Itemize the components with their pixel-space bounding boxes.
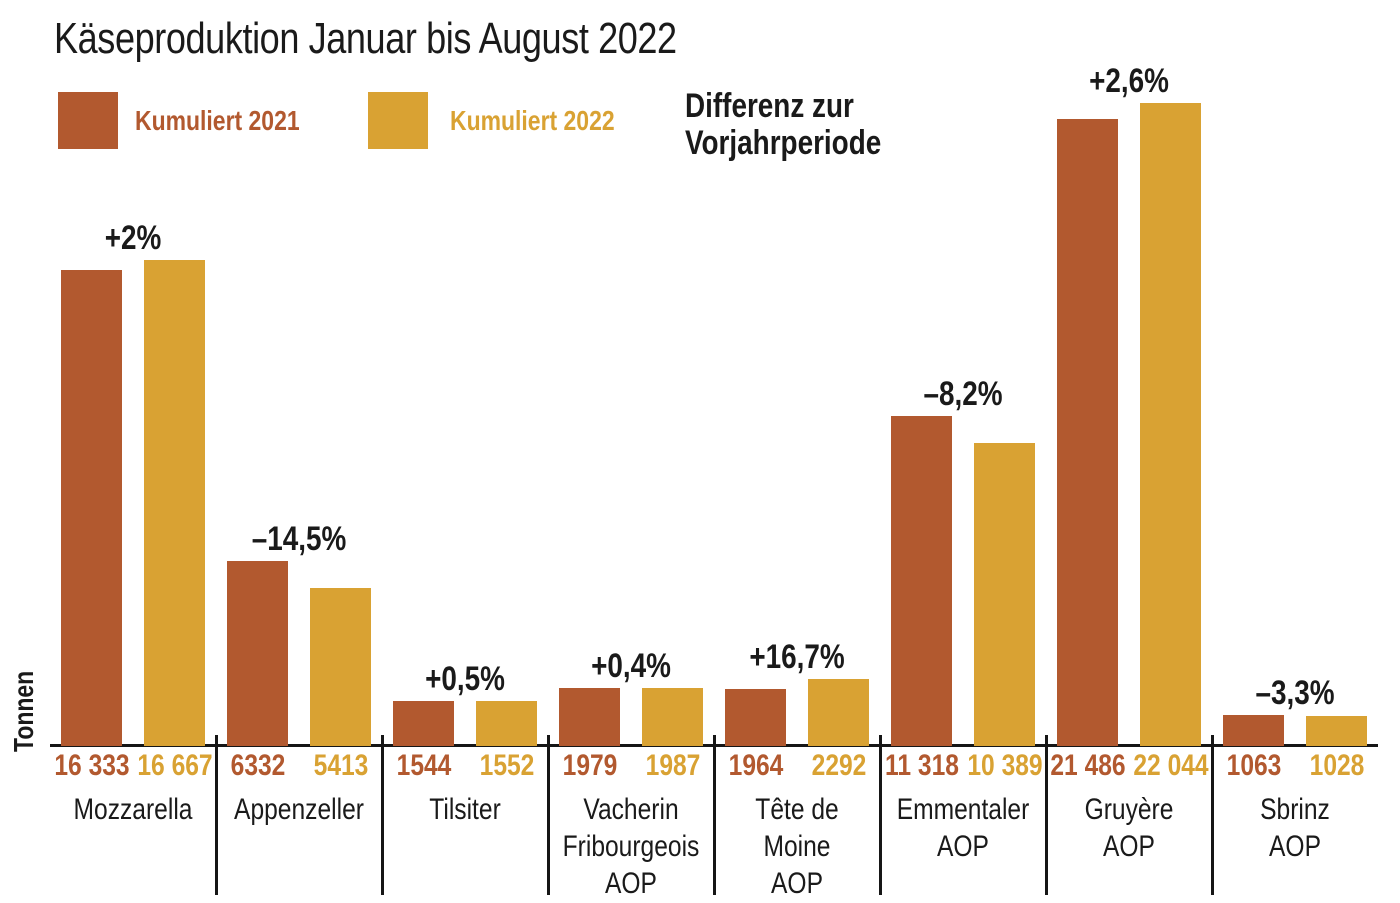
difference-label-emmentaler-aop: –8,2% — [923, 375, 1003, 413]
bar-2021-vacherin-fribourgeois-aop — [559, 688, 620, 746]
category-label-mozzarella: Mozzarella — [74, 791, 193, 828]
category-label-tilsiter: Tilsiter — [429, 791, 501, 828]
category-label-line: Fribourgeois — [562, 830, 700, 863]
legend-swatch-2022 — [368, 92, 428, 149]
bar-2022-tilsiter — [476, 701, 537, 746]
category-label-line: Tilsiter — [429, 793, 501, 826]
category-label-t-te-de-moine-aop: Tête de Moine AOP — [755, 791, 838, 902]
category-label-line: Tête de — [755, 793, 839, 826]
difference-annotation-line1: Differenz zur — [685, 87, 854, 125]
difference-annotation-line2: Vorjahrperiode — [685, 124, 882, 162]
value-label-2021-emmentaler-aop: 11 318 — [884, 749, 959, 782]
category-divider — [713, 735, 716, 895]
bar-2021-appenzeller — [227, 561, 288, 746]
value-label-2022-gruy-re-aop: 22 044 — [1132, 749, 1209, 782]
difference-label-vacherin-fribourgeois-aop: +0,4% — [591, 647, 671, 685]
category-label-line: Gruyère — [1084, 793, 1174, 826]
value-label-2022-t-te-de-moine-aop: 2292 — [811, 749, 866, 782]
bar-2022-appenzeller — [310, 588, 371, 746]
bar-2022-t-te-de-moine-aop — [808, 679, 869, 746]
category-label-line: AOP — [605, 867, 657, 900]
value-label-2022-tilsiter: 1552 — [479, 749, 534, 782]
legend-swatch-2021 — [58, 92, 118, 149]
legend-label-2022: Kumuliert 2022 — [450, 105, 615, 136]
bar-2022-mozzarella — [144, 260, 205, 746]
category-label-line: AOP — [771, 867, 823, 900]
value-label-2021-gruy-re-aop: 21 486 — [1049, 749, 1126, 782]
category-divider — [381, 735, 384, 895]
difference-annotation: Differenz zur Vorjahrperiode — [685, 88, 881, 162]
value-label-2021-mozzarella: 16 333 — [53, 749, 130, 782]
bar-2022-emmentaler-aop — [974, 443, 1035, 746]
value-label-2021-vacherin-fribourgeois-aop: 1979 — [562, 749, 617, 782]
category-divider — [1211, 735, 1214, 895]
category-divider — [547, 735, 550, 895]
value-label-2021-sbrinz-aop: 1063 — [1226, 749, 1281, 782]
value-label-2021-appenzeller: 6332 — [230, 749, 285, 782]
category-label-line: AOP — [937, 830, 989, 863]
difference-label-gruy-re-aop: +2,6% — [1089, 62, 1169, 100]
category-label-line: Mozzarella — [73, 793, 193, 826]
category-label-line: Moine — [763, 830, 831, 863]
difference-label-tilsiter: +0,5% — [425, 660, 505, 698]
category-label-gruy-re-aop: Gruyère AOP — [1085, 791, 1174, 865]
category-divider — [879, 735, 882, 895]
value-label-2022-vacherin-fribourgeois-aop: 1987 — [645, 749, 700, 782]
bar-2021-emmentaler-aop — [891, 416, 952, 746]
value-label-2022-sbrinz-aop: 1028 — [1309, 749, 1364, 782]
category-label-line: Appenzeller — [234, 793, 364, 826]
category-divider — [1045, 735, 1048, 895]
bar-2021-mozzarella — [61, 270, 122, 746]
value-label-2022-appenzeller: 5413 — [313, 749, 368, 782]
bar-2022-vacherin-fribourgeois-aop — [642, 688, 703, 746]
difference-label-mozzarella: +2% — [104, 219, 162, 257]
difference-label-t-te-de-moine-aop: +16,7% — [749, 638, 845, 676]
legend-label-2021: Kumuliert 2021 — [135, 105, 300, 136]
value-label-2022-emmentaler-aop: 10 389 — [966, 749, 1043, 782]
difference-label-sbrinz-aop: –3,3% — [1255, 674, 1335, 712]
bar-2021-sbrinz-aop — [1223, 715, 1284, 746]
bar-2021-gruy-re-aop — [1057, 119, 1118, 746]
value-label-2022-mozzarella: 16 667 — [136, 749, 213, 782]
category-label-sbrinz-aop: Sbrinz AOP — [1260, 791, 1330, 865]
chart-title: Käseproduktion Januar bis August 2022 — [54, 14, 677, 63]
category-label-emmentaler-aop: Emmentaler AOP — [897, 791, 1030, 865]
category-label-line: Sbrinz — [1260, 793, 1330, 826]
value-label-2021-t-te-de-moine-aop: 1964 — [728, 749, 783, 782]
bar-2021-t-te-de-moine-aop — [725, 689, 786, 746]
category-divider — [215, 735, 218, 895]
category-label-line: Emmentaler — [896, 793, 1030, 826]
value-label-2021-tilsiter: 1544 — [396, 749, 451, 782]
category-label-appenzeller: Appenzeller — [234, 791, 364, 828]
category-label-vacherin-fribourgeois-aop: Vacherin Fribourgeois AOP — [563, 791, 700, 902]
y-axis-label: Tonnen — [8, 670, 39, 752]
category-label-line: AOP — [1269, 830, 1321, 863]
difference-label-appenzeller: –14,5% — [251, 520, 347, 558]
bar-2021-tilsiter — [393, 701, 454, 746]
bar-2022-sbrinz-aop — [1306, 716, 1367, 746]
category-label-line: AOP — [1103, 830, 1155, 863]
category-label-line: Vacherin — [583, 793, 679, 826]
bar-2022-gruy-re-aop — [1140, 103, 1201, 746]
